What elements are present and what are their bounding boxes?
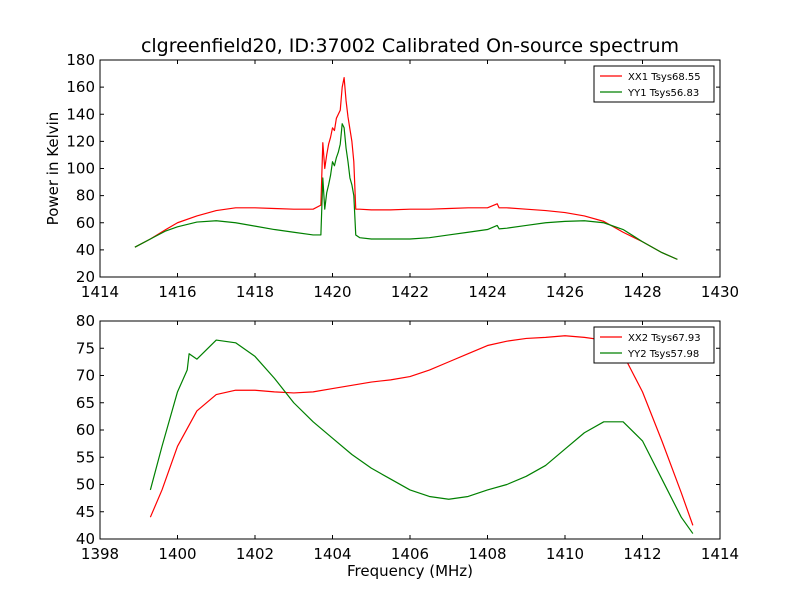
x-tick-label: 1398 <box>81 545 119 563</box>
x-tick-label: 1428 <box>623 283 661 301</box>
legend-entry: XX1 Tsys68.55 <box>628 72 701 83</box>
legend-box <box>593 65 715 103</box>
y-tick-label: 40 <box>76 530 95 548</box>
x-tick-label: 1422 <box>391 283 429 301</box>
y-tick-label: 160 <box>66 78 95 96</box>
y-tick-label: 120 <box>66 132 95 150</box>
y-tick-label: 45 <box>76 503 95 521</box>
x-tick-label: 1424 <box>468 283 506 301</box>
y-tick-label: 100 <box>66 160 95 178</box>
y-tick-label: 140 <box>66 105 95 123</box>
x-tick-label: 1408 <box>468 545 506 563</box>
y-tick-label: 60 <box>76 421 95 439</box>
y-tick-label: 40 <box>76 241 95 259</box>
y-tick-label: 20 <box>76 268 95 286</box>
y-tick-label: 55 <box>76 448 95 466</box>
x-tick-label: 1430 <box>701 283 739 301</box>
series-line-yy2 <box>149 339 694 534</box>
top-panel: 1414 1416 1418 1420 1422 1424 1426 1428 1430 20 40… <box>44 35 739 301</box>
x-axis-label: Frequency (MHz) <box>347 562 473 580</box>
y-tick-label: 65 <box>76 394 95 412</box>
series-line-yy1 <box>134 123 678 260</box>
x-tick-label: 1406 <box>391 545 429 563</box>
x-tick-label: 1414 <box>701 545 739 563</box>
series-line-xx1 <box>134 77 678 260</box>
x-tick-label: 1420 <box>313 283 351 301</box>
x-tick-label: 1412 <box>623 545 661 563</box>
y-tick-label: 75 <box>76 339 95 357</box>
x-tick-label: 1402 <box>236 545 274 563</box>
y-tick-label: 80 <box>76 312 95 330</box>
bottom-panel: 1398 1400 1402 1404 1406 1408 1410 1412 1414 40 45… <box>76 312 739 580</box>
y-axis-label: Power in Kelvin <box>44 112 62 226</box>
x-tick-label: 1404 <box>313 545 351 563</box>
legend: XX2 Tsys67.93 YY2 Tsys57.98 <box>593 326 715 364</box>
x-tick-label: 1426 <box>546 283 584 301</box>
x-tick-label: 1418 <box>236 283 274 301</box>
y-tick-label: 180 <box>66 51 95 69</box>
legend-entry: XX2 Tsys67.93 <box>628 333 701 344</box>
y-tick-label: 80 <box>76 187 95 205</box>
x-tick-label: 1410 <box>546 545 584 563</box>
legend: XX1 Tsys68.55 YY1 Tsys56.83 <box>593 65 715 103</box>
y-tick-label: 60 <box>76 214 95 232</box>
chart-title: clgreenfield20, ID:37002 Calibrated On-s… <box>141 35 679 57</box>
y-tick-label: 50 <box>76 476 95 494</box>
legend-box <box>593 326 715 364</box>
x-tick-label: 1400 <box>158 545 196 563</box>
legend-entry: YY1 Tsys56.83 <box>627 88 699 99</box>
y-tick-label: 70 <box>76 367 95 385</box>
x-tick-label: 1414 <box>81 283 119 301</box>
x-tick-label: 1416 <box>158 283 196 301</box>
legend-entry: YY2 Tsys57.98 <box>627 349 699 360</box>
